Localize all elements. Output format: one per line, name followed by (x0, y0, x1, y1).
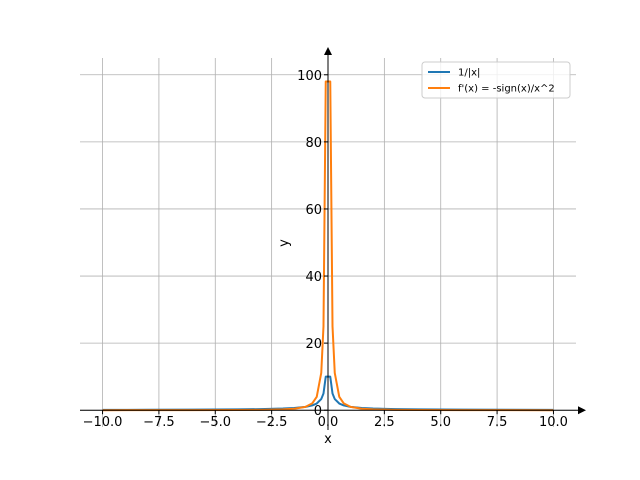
x-tick-label-2: −5.0 (199, 415, 231, 430)
x-tick-label-6: 5.0 (430, 415, 451, 430)
y-axis-label: y (277, 239, 292, 247)
x-tick-label-5: 2.5 (374, 415, 395, 430)
legend-label-0: 1/|x| (458, 68, 480, 79)
x-tick-label-4: 0.0 (318, 415, 339, 430)
y-tick-label-4: 80 (305, 136, 322, 151)
x-tick-label-3: −2.5 (256, 415, 288, 430)
x-tick-label-0: −10.0 (83, 415, 123, 430)
y-tick-label-1: 20 (305, 337, 322, 352)
legend: 1/|x| f'(x) = -sign(x)/x^2 (421, 61, 571, 99)
y-axis-arrow (324, 47, 332, 55)
ticks: −10.0 −7.5 −5.0 −2.5 0.0 2.5 5.0 7.5 10.0 0 20 40 60… (83, 69, 568, 430)
y-tick-label-2: 40 (305, 270, 322, 285)
x-tick-label-8: 10.0 (539, 415, 568, 430)
legend-box (421, 61, 571, 99)
x-tick-label-1: −7.5 (143, 415, 175, 430)
y-tick-label-0: 0 (314, 404, 322, 419)
x-tick-label-7: 7.5 (487, 415, 508, 430)
x-axis-arrow (578, 406, 586, 415)
legend-label-1: f'(x) = -sign(x)/x^2 (458, 84, 555, 95)
y-tick-label-5: 100 (297, 69, 322, 84)
x-axis-label: x (324, 432, 332, 447)
y-tick-label-3: 60 (305, 203, 322, 218)
